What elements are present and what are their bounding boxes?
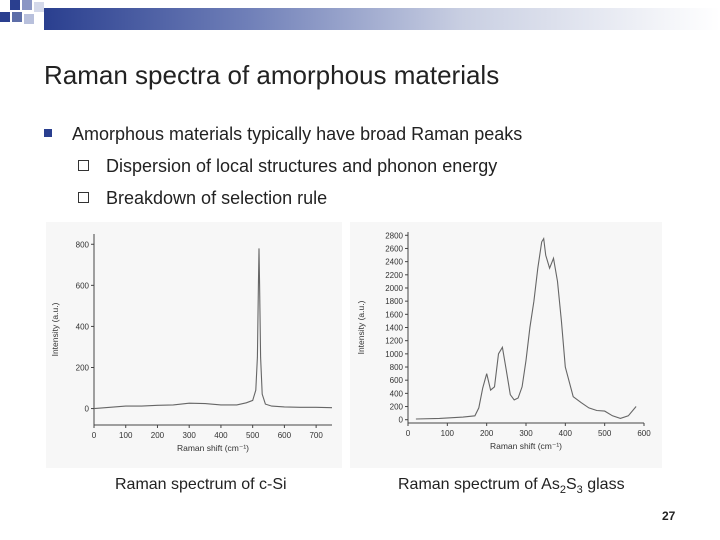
- x-tick-label: 200: [480, 429, 494, 438]
- hollow-square-bullet-icon: [78, 192, 89, 203]
- header-decoration: [0, 0, 720, 38]
- caption-as2s3-part3: glass: [582, 476, 625, 493]
- y-tick-label: 200: [76, 363, 90, 372]
- spectrum-line: [93, 248, 333, 410]
- caption-as2s3-sub1: 2: [559, 484, 566, 497]
- y-tick-label: 2600: [385, 244, 403, 253]
- y-tick-label: 2200: [385, 271, 403, 280]
- main-bullet-text: Amorphous materials typically have broad…: [72, 124, 523, 144]
- deco-square-2: [22, 0, 32, 10]
- deco-square-6: [34, 2, 44, 12]
- x-axis-label: Raman shift (cm⁻¹): [177, 443, 249, 453]
- deco-square-4: [12, 12, 22, 22]
- y-tick-label: 800: [390, 363, 404, 372]
- y-tick-label: 1600: [385, 310, 403, 319]
- plot-background: [350, 222, 662, 468]
- caption-as2s3-part1: Raman spectrum of As: [398, 476, 560, 493]
- x-axis-label: Raman shift (cm⁻¹): [490, 441, 562, 451]
- x-tick-label: 500: [598, 429, 612, 438]
- caption-c-si: Raman spectrum of c-Si: [115, 476, 287, 493]
- y-tick-label: 0: [399, 416, 404, 425]
- x-tick-label: 0: [92, 431, 97, 440]
- x-tick-label: 600: [637, 429, 651, 438]
- y-tick-label: 2000: [385, 284, 403, 293]
- sub-bullet-2-text: Breakdown of selection rule: [106, 188, 328, 208]
- y-tick-label: 800: [76, 240, 90, 249]
- x-tick-label: 600: [278, 431, 292, 440]
- hollow-square-bullet-icon: [78, 160, 89, 171]
- x-tick-label: 700: [309, 431, 323, 440]
- chart-c-si: 0 100 200 300 400 500 600 700 0 200 400 600 800 Raman…: [46, 222, 342, 468]
- x-tick-label: 100: [441, 429, 455, 438]
- y-tick-label: 400: [76, 322, 90, 331]
- chart-c-si-svg: 0 100 200 300 400 500 600 700 0 200 400 600 800 Raman…: [46, 222, 342, 468]
- caption-as2s3: Raman spectrum of As2S3 glass: [398, 476, 625, 496]
- caption-as2s3-part2: S: [565, 476, 577, 493]
- y-tick-label: 600: [76, 281, 90, 290]
- y-tick-label: 1400: [385, 324, 403, 333]
- square-bullet-icon: [44, 129, 52, 137]
- header-gradient-bar: [44, 8, 720, 30]
- y-tick-label: 0: [85, 405, 90, 414]
- deco-square-3: [0, 12, 10, 22]
- y-tick-label: 400: [390, 389, 404, 398]
- x-tick-label: 400: [559, 429, 573, 438]
- x-tick-label: 300: [183, 431, 197, 440]
- y-axis-label: Intensity (a.u.): [356, 300, 366, 354]
- spectrum-line: [415, 236, 637, 420]
- sub-bullet-1-text: Dispersion of local structures and phono…: [106, 156, 498, 176]
- y-tick-label: 600: [390, 376, 404, 385]
- deco-square-1: [10, 0, 20, 10]
- slide-title: Raman spectra of amorphous materials: [44, 60, 500, 90]
- chart-as2s3: 0 100 200 300 400 500 600 0 200 400 600 800 1000 1200…: [350, 222, 662, 468]
- deco-square-5: [24, 14, 34, 24]
- x-tick-label: 500: [246, 431, 260, 440]
- y-tick-label: 2800: [385, 231, 403, 240]
- y-tick-label: 200: [390, 403, 404, 412]
- x-tick-label: 100: [119, 431, 133, 440]
- chart-as2s3-svg: 0 100 200 300 400 500 600 0 200 400 600 800 1000 1200…: [350, 222, 662, 468]
- x-tick-label: 400: [214, 431, 228, 440]
- plot-background: [46, 222, 342, 468]
- y-axis-label: Intensity (a.u.): [50, 302, 60, 356]
- caption-as2s3-sub2: 3: [576, 484, 583, 497]
- x-tick-label: 200: [151, 431, 165, 440]
- y-tick-label: 2400: [385, 258, 403, 267]
- y-tick-label: 1800: [385, 297, 403, 306]
- x-tick-label: 300: [519, 429, 533, 438]
- y-tick-label: 1000: [385, 350, 403, 359]
- y-tick-label: 1200: [385, 337, 403, 346]
- page-number: 27: [662, 509, 676, 523]
- x-tick-label: 0: [406, 429, 411, 438]
